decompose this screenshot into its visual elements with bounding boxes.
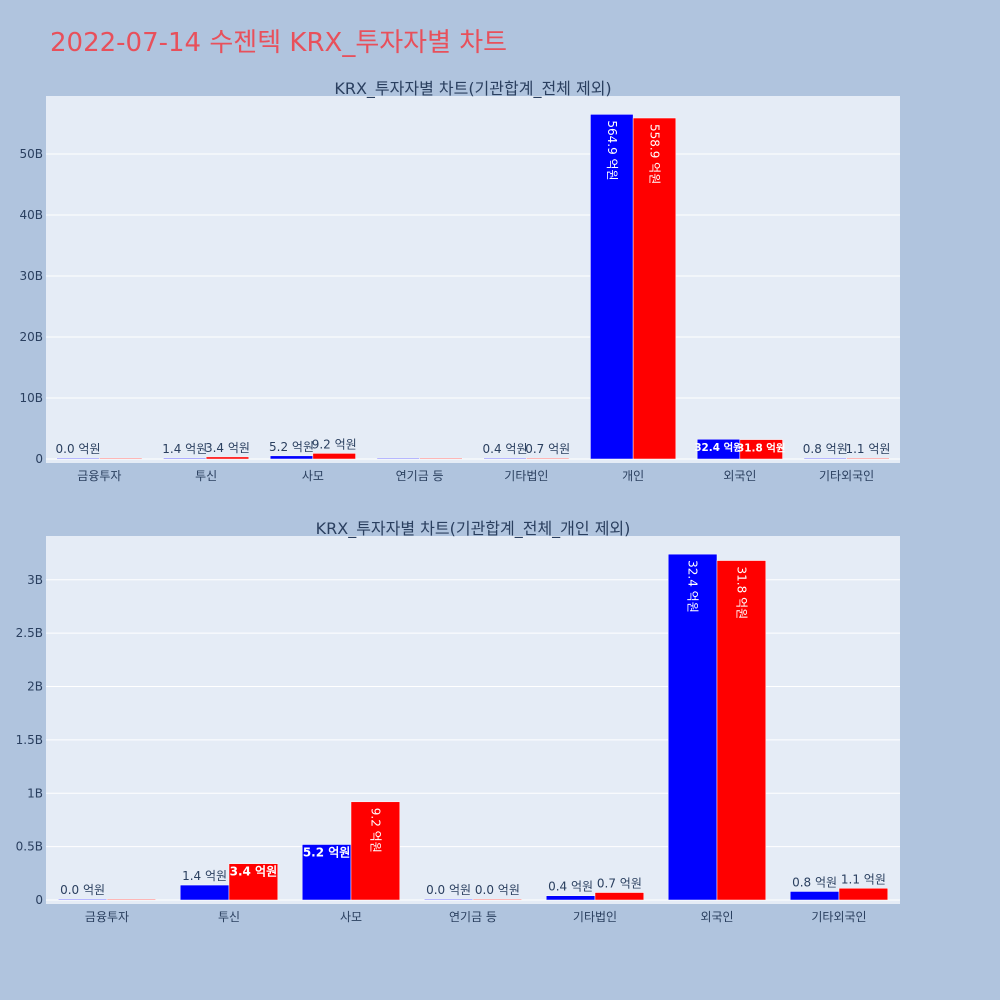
data-label: 0.0 억원 — [56, 442, 101, 456]
data-label: 32.4 억원 — [686, 560, 700, 613]
data-label: 3.4 억원 — [230, 865, 278, 879]
data-label: 5.2 억원 — [303, 845, 351, 859]
data-label: 9.2 억원 — [368, 808, 382, 853]
x-tick-label: 연기금 등 — [396, 469, 444, 483]
bar — [56, 457, 100, 460]
bar — [594, 892, 645, 901]
bar — [376, 457, 420, 460]
y-tick-label: 0.5B — [16, 840, 43, 854]
y-tick-label: 10B — [19, 391, 43, 405]
data-label: 0.0 억원 — [60, 883, 105, 897]
x-tick-label: 외국인 — [700, 910, 733, 924]
x-tick-label: 개인 — [622, 469, 644, 483]
data-label: 1.1 억원 — [841, 872, 886, 886]
y-tick-label: 2.5B — [16, 626, 43, 640]
bar — [163, 457, 207, 460]
y-tick-label: 0 — [35, 452, 43, 466]
data-label: 1.4 억원 — [182, 869, 227, 883]
x-tick-label: 사모 — [302, 469, 324, 483]
bar — [803, 457, 847, 460]
data-label: 0.0 억원 — [475, 883, 520, 897]
x-tick-label: 기타외국인 — [819, 469, 874, 483]
bar — [228, 863, 279, 901]
data-label: 1.1 억원 — [845, 442, 890, 456]
data-label: 0.8 억원 — [803, 442, 848, 456]
y-tick-label: 40B — [19, 208, 43, 222]
data-label: 0.0 억원 — [426, 883, 471, 897]
data-label: 9.2 억원 — [312, 437, 357, 451]
bar — [205, 456, 250, 460]
y-tick-label: 3B — [27, 573, 43, 587]
x-tick-label: 금융투자 — [77, 469, 121, 483]
data-label: 1.4 억원 — [162, 442, 207, 456]
bar — [716, 560, 767, 901]
x-tick-label: 기타외국인 — [811, 910, 866, 924]
data-label: 564.9 억원 — [605, 120, 619, 180]
y-tick-label: 50B — [19, 147, 43, 161]
y-tick-label: 2B — [27, 680, 43, 694]
x-tick-label: 기타법인 — [573, 910, 617, 924]
x-tick-label: 투신 — [218, 910, 240, 924]
x-tick-label: 투신 — [195, 469, 217, 483]
y-tick-label: 30B — [19, 269, 43, 283]
bar — [301, 844, 352, 901]
bar — [423, 898, 474, 901]
bar — [350, 801, 401, 901]
chart-title: KRX_투자자별 차트(기관합계_전체_개인 제외) — [316, 519, 631, 539]
chart-1: 0 10B 20B 30B 40B 50B KRX_투자자별 차트(기관합계_전체 제외) 금… — [19, 79, 900, 483]
chart-title: KRX_투자자별 차트(기관합계_전체 제외) — [334, 79, 611, 99]
data-label: 31.8 억원 — [734, 567, 748, 620]
data-label: 0.7 억원 — [597, 877, 642, 891]
bar — [99, 457, 143, 460]
bar — [838, 888, 889, 901]
bar — [419, 457, 463, 460]
data-label: 0.7 억원 — [525, 442, 570, 456]
chart-2: 0 0.5B 1B 1.5B 2B 2.5B 3B KRX_투자자별 차트(기관합계_전체_개… — [16, 519, 900, 924]
bar — [179, 884, 230, 901]
bar — [526, 457, 570, 460]
x-tick-label: 기타법인 — [504, 469, 548, 483]
bar — [472, 898, 523, 901]
plot-area — [46, 96, 900, 463]
data-label: 0.8 억원 — [792, 875, 837, 889]
bar — [312, 453, 356, 460]
data-label: 558.9 억원 — [647, 124, 661, 184]
data-label: 0.4 억원 — [483, 442, 528, 456]
x-tick-label: 사모 — [340, 910, 362, 924]
bar — [632, 117, 677, 460]
data-label: 32.4 억원 — [694, 441, 742, 454]
x-tick-label: 연기금 등 — [449, 910, 497, 924]
bar — [269, 455, 314, 460]
x-tick-label: 금융투자 — [85, 910, 129, 924]
data-label: 3.4 억원 — [205, 441, 250, 455]
bar — [57, 898, 108, 901]
bar — [789, 891, 840, 901]
bar — [846, 457, 890, 460]
bar — [106, 898, 157, 901]
y-tick-label: 1.5B — [16, 733, 43, 747]
y-tick-label: 20B — [19, 330, 43, 344]
data-label: 5.2 억원 — [269, 440, 314, 454]
bar — [545, 895, 596, 901]
page-title: 2022-07-14 수젠텍 KRX_투자자별 차트 — [50, 28, 508, 58]
data-label: 0.4 억원 — [548, 880, 593, 894]
y-tick-label: 0 — [35, 893, 43, 907]
plot-area — [46, 536, 900, 904]
bar — [667, 553, 718, 901]
data-label: 31.8 억원 — [737, 442, 785, 455]
x-tick-label: 외국인 — [723, 469, 756, 483]
bar — [739, 439, 783, 460]
bar — [483, 457, 527, 460]
y-tick-label: 1B — [27, 786, 43, 800]
